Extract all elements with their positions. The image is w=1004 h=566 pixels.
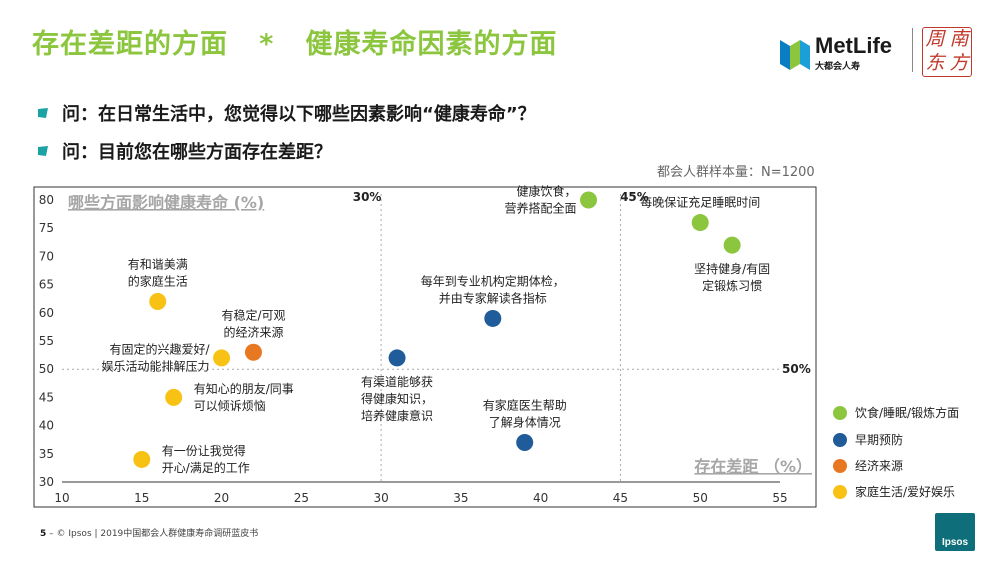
legend-swatch — [833, 405, 847, 420]
y-tick-label: 75 — [39, 221, 54, 235]
y-tick-label: 55 — [39, 334, 54, 348]
point-label: 有固定的兴趣爱好/ — [110, 341, 211, 356]
footer-sep: – — [49, 529, 57, 539]
y-tick-label: 50 — [39, 362, 54, 376]
point-label: 每晚保证充足睡眠时间 — [640, 195, 760, 210]
y-tick-label: 40 — [39, 419, 54, 433]
point-label: 定锻炼习惯 — [702, 278, 762, 293]
data-point — [133, 450, 151, 468]
reference-label: 30% — [353, 190, 382, 204]
point-label: 开心/满足的工作 — [162, 460, 250, 475]
ipsos-logo-text: Ipsos — [941, 537, 969, 548]
point-label: 有渠道能够获 — [361, 375, 433, 389]
reference-label: 45% — [620, 190, 649, 204]
x-tick-label: 50 — [693, 491, 708, 505]
point-label: 可以倾诉烦恼 — [194, 399, 266, 413]
legend-item: 饮食/睡眠/锻炼方面 — [833, 404, 959, 421]
point-label: 的经济来源 — [223, 324, 283, 339]
point-label: 有稳定/可观 — [221, 307, 285, 322]
brand-name: MetLife — [815, 33, 892, 58]
bullet-icon — [38, 146, 48, 156]
legend-swatch — [833, 484, 847, 499]
data-point — [213, 349, 231, 367]
seal-char: 方 — [949, 52, 969, 74]
x-tick-label: 10 — [54, 491, 69, 505]
legend-label: 早期预防 — [855, 433, 904, 447]
point-label: 有一份让我觉得 — [162, 443, 246, 458]
point-label: 并由专家解读各指标 — [439, 290, 547, 305]
point-label: 得健康知识， — [361, 391, 433, 406]
legend-item: 经济来源 — [833, 457, 903, 474]
question-text: 问：目前您在哪些方面存在差距？ — [62, 142, 332, 163]
data-point — [691, 214, 709, 232]
x-tick-label: 15 — [134, 491, 149, 505]
y-tick-label: 70 — [39, 249, 54, 263]
point-label: 有知心的朋友/同事 — [194, 381, 294, 396]
legend-label: 饮食/睡眠/锻炼方面 — [855, 406, 960, 420]
question-text: 问：在日常生活中，您觉得以下哪些因素影响“健康寿命”？ — [62, 104, 536, 125]
data-point — [516, 434, 534, 452]
x-tick-label: 25 — [294, 491, 309, 505]
bullet-icon — [38, 108, 48, 118]
brand-subtitle: 大都会人寿 — [815, 62, 861, 72]
seal-char: 东 — [925, 52, 945, 74]
point-label: 每年到专业机构定期体检， — [421, 273, 565, 288]
point-label: 坚持健身/有固 — [694, 261, 770, 276]
seal-logo: 周 南 东 方 — [922, 27, 972, 77]
plot-frame — [33, 186, 817, 508]
question-1: 问：在日常生活中，您觉得以下哪些因素影响“健康寿命”？ — [38, 100, 536, 126]
question-2: 问：目前您在哪些方面存在差距？ — [38, 138, 332, 164]
seal-char: 南 — [949, 28, 969, 50]
y-tick-label: 65 — [39, 278, 54, 292]
point-label: 有家庭医生帮助 — [483, 398, 567, 413]
sample-size-note: 都会人群样本量：N=1200 — [657, 165, 815, 180]
legend-label: 经济来源 — [855, 459, 904, 473]
data-point — [484, 309, 502, 327]
seal-char: 周 — [925, 28, 945, 50]
x-tick-label: 40 — [533, 491, 548, 505]
x-tick-label: 45 — [613, 491, 628, 505]
page-title: 存在差距的方面 * 健康寿命因素的方面 — [32, 29, 558, 60]
legend-swatch — [833, 458, 847, 473]
x-tick-label: 30 — [373, 491, 388, 505]
data-point — [244, 343, 262, 361]
data-point — [723, 236, 741, 254]
data-point — [165, 388, 183, 406]
point-label: 娱乐活动能排解压力 — [102, 359, 210, 373]
legend-item: 早期预防 — [833, 431, 903, 448]
y-axis-title: 哪些方面影响健康寿命 (%) — [68, 193, 264, 212]
x-tick-label: 20 — [214, 491, 229, 505]
page-number: 5 — [40, 529, 47, 539]
point-label: 健康饮食， — [517, 184, 577, 199]
point-label: 了解身体情况 — [489, 415, 561, 430]
point-label: 营养搭配全面 — [505, 201, 577, 216]
reference-label: 50% — [782, 362, 811, 376]
ipsos-logo: Ipsos — [935, 513, 975, 551]
data-point — [388, 349, 406, 367]
legend-item: 家庭生活/爱好娱乐 — [833, 483, 955, 500]
x-axis-title: 存在差距 （%） — [694, 457, 812, 476]
legend-label: 家庭生活/爱好娱乐 — [855, 485, 956, 499]
point-label: 有和谐美满 — [128, 258, 188, 272]
y-tick-label: 35 — [39, 447, 54, 461]
x-tick-label: 55 — [772, 491, 787, 505]
header-divider — [912, 28, 913, 72]
y-tick-label: 80 — [39, 193, 54, 207]
footer-text: © Ipsos | 2019中国都会人群健康寿命调研蓝皮书 — [56, 529, 259, 539]
footer: 5 – © Ipsos | 2019中国都会人群健康寿命调研蓝皮书 — [40, 526, 258, 539]
y-tick-label: 60 — [39, 306, 54, 320]
legend-swatch — [833, 432, 847, 447]
metlife-logo-icon — [780, 40, 810, 70]
y-tick-label: 30 — [39, 475, 54, 489]
point-label: 培养健康意识 — [361, 408, 433, 423]
data-point — [149, 293, 167, 311]
y-tick-label: 45 — [39, 390, 54, 404]
data-point — [580, 191, 598, 209]
point-label: 的家庭生活 — [128, 274, 188, 289]
x-tick-label: 35 — [453, 491, 468, 505]
